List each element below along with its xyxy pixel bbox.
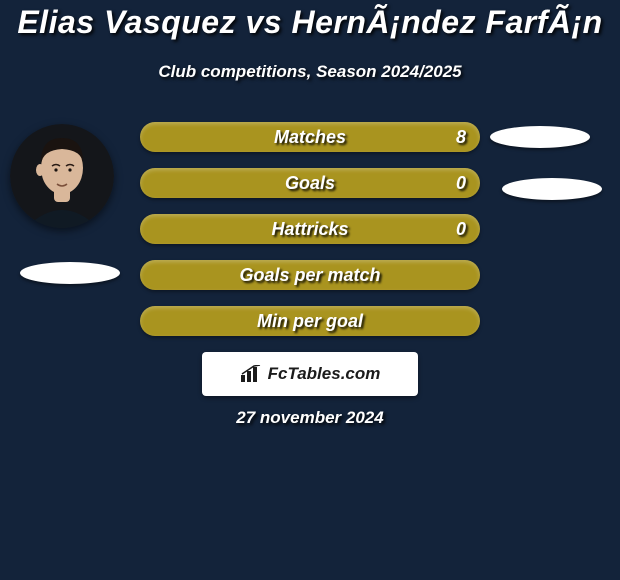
stat-bar-hattricks: Hattricks 0: [140, 214, 480, 244]
avatar-svg: [10, 124, 114, 228]
stat-bar-goals: Goals 0: [140, 168, 480, 198]
right-marker-2: [502, 178, 602, 200]
date-caption: 27 november 2024: [0, 408, 620, 428]
source-badge-text: FcTables.com: [268, 364, 381, 384]
page-title: Elias Vasquez vs HernÃ¡ndez FarfÃ¡n: [0, 4, 620, 41]
stat-bars: Matches 8 Goals 0 Hattricks 0 Goals per …: [140, 122, 480, 352]
stat-label: Hattricks: [140, 214, 480, 244]
avatar-eye-left: [54, 168, 57, 171]
stat-label: Goals: [140, 168, 480, 198]
left-marker: [20, 262, 120, 284]
stat-bar-min-per-goal: Min per goal: [140, 306, 480, 336]
right-marker-1: [490, 126, 590, 148]
stat-bar-matches: Matches 8: [140, 122, 480, 152]
source-badge: FcTables.com: [202, 352, 418, 396]
bar-chart-icon: [240, 365, 262, 383]
comparison-card: Elias Vasquez vs HernÃ¡ndez FarfÃ¡n Club…: [0, 0, 620, 580]
stat-value: 0: [456, 168, 466, 198]
page-subtitle: Club competitions, Season 2024/2025: [0, 62, 620, 82]
stat-label: Goals per match: [140, 260, 480, 290]
avatar-eye-right: [68, 168, 71, 171]
player-avatar: [10, 124, 114, 228]
stat-bar-goals-per-match: Goals per match: [140, 260, 480, 290]
stat-label: Min per goal: [140, 306, 480, 336]
avatar-ear: [36, 164, 44, 176]
stat-value: 8: [456, 122, 466, 152]
stat-value: 0: [456, 214, 466, 244]
stat-label: Matches: [140, 122, 480, 152]
